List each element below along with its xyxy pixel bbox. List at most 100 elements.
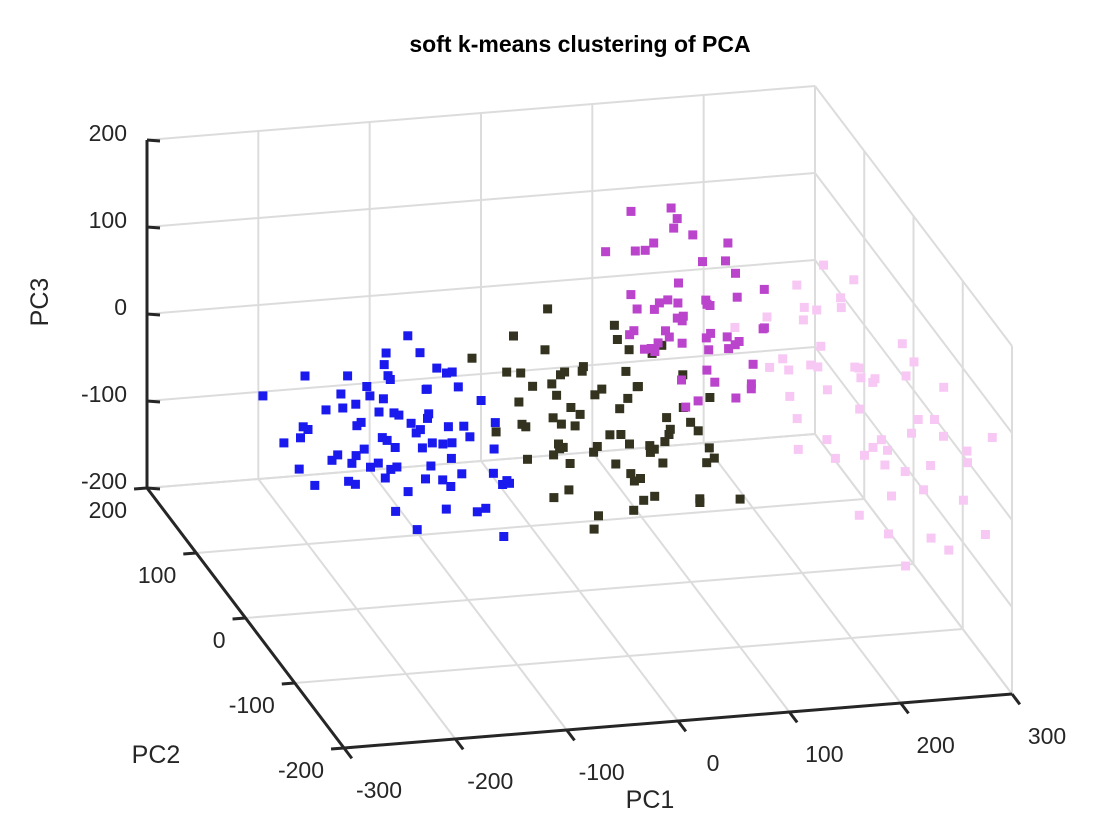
- data-point: [362, 382, 372, 391]
- data-point: [792, 280, 802, 290]
- x-tick-label: 200: [916, 732, 954, 758]
- data-point: [693, 396, 703, 406]
- data-point: [640, 344, 649, 354]
- x-tick-label: 0: [707, 750, 720, 776]
- data-point: [746, 384, 756, 394]
- data-point: [517, 419, 527, 429]
- data-point: [681, 402, 691, 412]
- data-point: [321, 405, 331, 415]
- data-point: [578, 362, 588, 372]
- data-point: [806, 360, 816, 370]
- x-tick-label: 300: [1028, 723, 1066, 749]
- side-gridline-z: [814, 346, 1013, 608]
- data-point: [724, 344, 734, 354]
- data-point: [913, 415, 923, 424]
- data-point: [887, 491, 896, 501]
- data-point: [528, 381, 538, 391]
- data-point: [296, 433, 305, 443]
- data-point: [623, 393, 633, 403]
- data-point: [645, 441, 655, 451]
- side-gridline-z: [814, 85, 1013, 347]
- data-point: [704, 345, 714, 355]
- x-tick: [1010, 693, 1022, 706]
- data-point: [543, 304, 553, 314]
- x-tick-label: 100: [805, 741, 843, 767]
- x-tick: [899, 702, 910, 715]
- data-point: [677, 338, 687, 348]
- data-point: [640, 245, 650, 255]
- x-tick: [788, 711, 799, 724]
- data-point: [467, 353, 477, 363]
- data-point: [678, 370, 688, 380]
- data-point: [944, 545, 954, 555]
- data-point: [939, 431, 948, 441]
- data-point: [649, 304, 659, 314]
- data-point: [564, 485, 574, 495]
- x-axis-label: PC1: [626, 786, 675, 814]
- z-tick-label: 200: [89, 120, 127, 146]
- data-point: [883, 445, 892, 455]
- data-point: [374, 407, 384, 417]
- data-point: [422, 384, 432, 394]
- data-point: [616, 430, 626, 439]
- data-point: [677, 375, 686, 385]
- data-point: [556, 419, 566, 429]
- data-point: [336, 389, 346, 399]
- data-point: [624, 345, 634, 355]
- data-point: [793, 444, 803, 454]
- data-point: [258, 391, 268, 401]
- data-point: [792, 414, 802, 424]
- data-point: [665, 424, 675, 434]
- data-point: [442, 368, 451, 378]
- data-point: [489, 444, 499, 454]
- data-point: [441, 504, 451, 514]
- data-point: [351, 451, 361, 461]
- data-point: [294, 464, 304, 474]
- data-point: [558, 442, 568, 452]
- series-1: [258, 331, 514, 541]
- data-point: [658, 458, 668, 468]
- data-point: [958, 495, 968, 505]
- chart-title: soft k-means clustering of PCA: [409, 31, 750, 57]
- y-tick-label: 200: [89, 497, 127, 523]
- data-point: [380, 473, 390, 483]
- data-point: [732, 292, 742, 302]
- data-point: [523, 454, 532, 464]
- data-point: [499, 532, 509, 541]
- y-tick: [133, 486, 148, 491]
- data-point: [672, 214, 682, 224]
- data-point: [674, 278, 683, 288]
- data-point: [836, 303, 846, 313]
- data-point: [705, 393, 715, 402]
- data-point: [884, 529, 893, 539]
- data-point: [366, 462, 375, 472]
- data-point: [327, 455, 337, 465]
- data-point: [860, 450, 869, 460]
- data-point: [540, 345, 550, 355]
- data-point: [502, 367, 512, 377]
- data-point: [359, 444, 369, 454]
- data-point: [577, 366, 587, 376]
- data-point: [476, 396, 486, 405]
- data-point: [850, 362, 860, 372]
- data-point: [453, 382, 463, 392]
- data-point: [645, 447, 655, 457]
- data-point: [900, 467, 910, 477]
- data-point: [300, 371, 310, 381]
- data-point: [693, 426, 703, 436]
- data-point: [663, 295, 673, 305]
- x-tick-label: -100: [579, 759, 625, 785]
- back-gridline-z: [146, 433, 816, 489]
- data-point: [762, 312, 772, 322]
- data-point: [415, 348, 425, 358]
- data-point: [678, 311, 688, 321]
- data-point: [514, 397, 524, 407]
- data-point: [987, 433, 997, 442]
- data-point: [636, 474, 645, 483]
- data-point: [403, 487, 413, 497]
- data-point: [590, 390, 600, 400]
- x-tick: [342, 747, 354, 760]
- data-point: [880, 460, 890, 470]
- data-point: [856, 373, 866, 383]
